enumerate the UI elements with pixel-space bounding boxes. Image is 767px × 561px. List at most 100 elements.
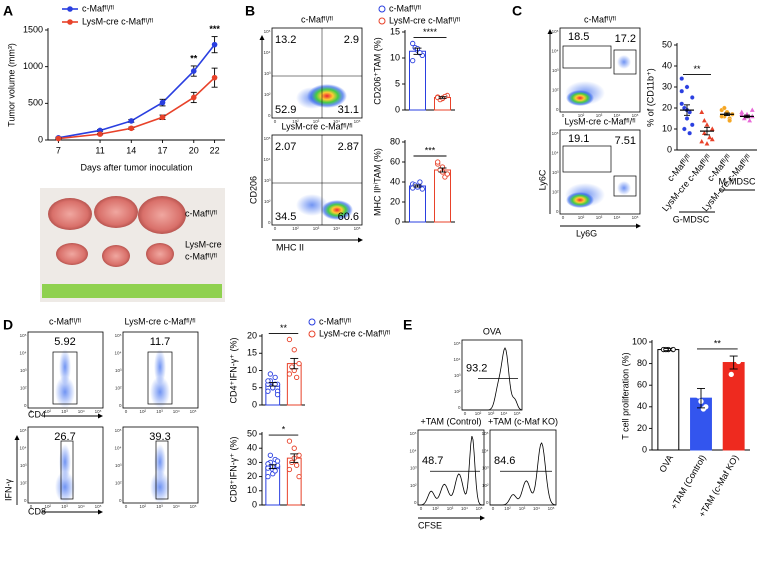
y-tick-label: 0	[38, 134, 43, 144]
legend-marker	[378, 5, 386, 13]
cell-density	[566, 192, 594, 208]
x-tick-label: 11	[95, 145, 104, 155]
flow-tick-label: 10²	[552, 88, 559, 93]
legend-marker	[308, 318, 316, 326]
point	[190, 68, 197, 74]
flow-title: c-Mafᶠˡ/ᶠˡ	[49, 316, 81, 326]
cell-density	[566, 90, 594, 106]
flow-tick-label: 10³	[264, 178, 271, 183]
flow-tick-label: 10⁵	[482, 431, 489, 436]
flow-tick-label: 10²	[482, 483, 489, 488]
flow-axis-label: IFN-γ	[3, 479, 13, 501]
series-line	[58, 77, 216, 140]
arrow-head	[480, 515, 485, 521]
point	[435, 94, 441, 101]
point	[291, 347, 297, 353]
group-label: G-MDSC	[673, 214, 710, 224]
y-tick-label: 40	[637, 401, 647, 411]
gate	[147, 351, 173, 405]
y-tick-label: 10	[247, 485, 257, 495]
point	[286, 336, 293, 343]
flow-tick-label: 10⁴	[173, 409, 180, 414]
gate-value: 2.9	[344, 34, 359, 46]
point	[265, 388, 271, 394]
flow-tick-label: 0	[562, 215, 565, 220]
ruler	[42, 284, 222, 298]
point	[709, 136, 715, 142]
cell-density	[321, 200, 353, 220]
flow-tick-label: 10⁵	[548, 506, 555, 511]
legend-marker	[67, 6, 73, 12]
tumor	[94, 196, 138, 228]
legend-label: LysM-cre c-Mafᶠˡ/ᶠˡ	[389, 15, 460, 25]
flow-tick-label: 10³	[20, 368, 27, 373]
y-tick-label: 20	[247, 330, 257, 340]
point	[699, 139, 705, 144]
flow-tick-label: 10⁵	[354, 119, 361, 124]
legend-marker	[378, 17, 386, 25]
flow-tick-label: 0	[274, 119, 277, 124]
y-tick-label: 40	[662, 60, 672, 70]
flow-tick-label: 10⁴	[552, 151, 559, 156]
photo-label: c-Mafᶠˡ/ᶠˡ	[185, 208, 217, 218]
point	[687, 130, 692, 136]
point	[700, 406, 707, 412]
flow-title: LysM-cre c-Mafᶠˡ/ᶠˡ	[281, 121, 352, 131]
panel-label: E	[403, 317, 412, 333]
y-tick-label: 30	[247, 457, 257, 467]
point	[286, 371, 293, 377]
point	[265, 473, 271, 480]
flow-tick-label: 10²	[139, 504, 146, 509]
point	[435, 159, 441, 165]
gate-value: 18.5	[568, 31, 589, 43]
flow-tick-label: 10³	[552, 170, 559, 175]
gate-value: 39.3	[149, 431, 170, 443]
flow-axis-label: CD206	[248, 176, 258, 204]
x-tick-label: 7	[56, 145, 61, 155]
point	[695, 393, 702, 399]
point	[747, 118, 753, 123]
flow-frame	[489, 429, 557, 506]
flow-tick-label: 10²	[115, 481, 122, 486]
point	[679, 88, 685, 94]
y-tick-label: 0	[667, 144, 672, 154]
flow-tick-label: 10³	[264, 71, 271, 76]
histogram	[462, 347, 523, 411]
flow-axis-label: CD8	[28, 506, 46, 516]
flow-tick-label: 10³	[482, 466, 489, 471]
y-tick-label: 500	[28, 98, 43, 108]
flow-tick-label: 10⁴	[454, 357, 461, 362]
gate	[562, 145, 612, 173]
flow-tick-label: 10²	[292, 226, 299, 231]
point	[265, 461, 271, 467]
y-axis-label: Tumor volume (mm³)	[6, 43, 16, 127]
flow-title: LysM-cre c-Mafᶠˡ/ᶠˡ	[564, 116, 635, 126]
y-tick-label: 20	[247, 471, 257, 481]
y-tick-label: 15	[247, 348, 257, 358]
flow-tick-label: 10²	[578, 215, 585, 220]
point	[679, 101, 685, 107]
bar	[722, 362, 745, 451]
point	[670, 346, 676, 353]
point	[701, 130, 707, 135]
flow-tick-label: 10⁴	[501, 411, 508, 416]
legend-label: c-Mafᶠˡ/ᶠˡ	[82, 3, 114, 13]
x-tick-label: 20	[189, 145, 199, 155]
point	[727, 118, 732, 123]
y-tick-label: 0	[395, 216, 400, 226]
flow-tick-label: 10³	[156, 504, 163, 509]
flow-tick-label: 10⁴	[264, 50, 271, 55]
point	[707, 134, 713, 140]
gate-value: 34.5	[275, 211, 296, 223]
point	[709, 126, 715, 131]
flow-tick-label: 10²	[432, 506, 439, 511]
flow-tick-label: 10⁴	[533, 506, 540, 511]
x-tick-label: 14	[126, 145, 136, 155]
flow-tick-label: 0	[562, 113, 565, 118]
flow-frame	[271, 134, 363, 226]
cell-density	[59, 349, 71, 385]
flow-tick-label: 10²	[552, 190, 559, 195]
flow-tick-label: 10³	[115, 463, 122, 468]
y-axis-label: CD206⁺TAM (%)	[372, 37, 382, 105]
point	[689, 95, 695, 100]
